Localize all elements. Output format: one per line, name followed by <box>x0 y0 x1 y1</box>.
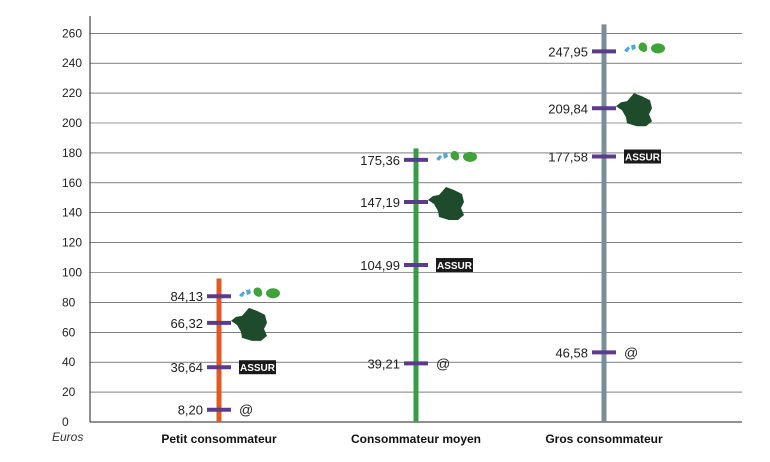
island-shape <box>624 46 630 53</box>
data-label: 147,19 <box>360 195 400 210</box>
data-label: 84,13 <box>170 289 203 304</box>
y-tick-label: 180 <box>62 146 82 160</box>
dom-islands-icon <box>239 287 280 299</box>
assur-badge-text: ASSUR <box>240 363 276 374</box>
y-tick-label: 240 <box>62 56 82 70</box>
assur-badge-text: ASSUR <box>625 153 661 164</box>
category-column: Consommateur moyen 175,36 147,19 104,99 ASSU… <box>351 148 481 446</box>
island-shape <box>463 151 477 162</box>
france-map-icon <box>616 93 652 127</box>
y-tick-label: 0 <box>62 415 69 429</box>
dom-islands-icon <box>624 42 665 54</box>
assur-badge-bg <box>239 360 276 375</box>
y-tick-label: 140 <box>62 206 82 220</box>
island-shape <box>239 291 245 298</box>
category-column: Petit consommateur 84,13 66,32 36,64 ASSUR 8,… <box>161 278 280 446</box>
dom-islands-icon <box>436 151 477 162</box>
france-shape <box>231 307 267 341</box>
y-tick-label: 40 <box>62 355 76 369</box>
france-map-icon <box>231 307 267 341</box>
y-tick-label: 60 <box>62 325 76 339</box>
data-label: 39,21 <box>367 356 400 371</box>
data-label: 175,36 <box>360 153 400 168</box>
y-tick-label: 260 <box>62 26 82 40</box>
y-tick-label: 20 <box>62 385 76 399</box>
at-icon: @ <box>239 402 253 418</box>
y-tick-label: 120 <box>62 236 82 250</box>
y-tick-label: 200 <box>62 116 82 130</box>
france-map-icon <box>428 186 464 220</box>
island-shape <box>266 288 280 299</box>
island-shape <box>436 154 442 161</box>
y-tick-label: 80 <box>62 295 76 309</box>
data-label: 209,84 <box>548 101 588 116</box>
at-icon: @ <box>436 355 450 371</box>
x-category-label: Petit consommateur <box>161 432 277 446</box>
data-label: 46,58 <box>555 345 588 360</box>
island-shape <box>638 42 648 52</box>
y-unit-label: Euros <box>52 430 83 444</box>
data-label: 8,20 <box>178 403 203 418</box>
france-shape <box>616 93 652 127</box>
island-shape <box>253 287 263 297</box>
france-shape <box>428 186 464 220</box>
assur-badge-bg <box>436 258 473 273</box>
y-tick-label: 100 <box>62 266 82 280</box>
y-tick-label: 160 <box>62 176 82 190</box>
assur-badge-text: ASSUR <box>437 261 473 272</box>
assur-badge: ASSUR <box>624 149 661 164</box>
data-label: 247,95 <box>548 44 588 59</box>
data-label: 66,32 <box>170 316 203 331</box>
island-shape <box>651 43 665 54</box>
data-label: 36,64 <box>170 360 203 375</box>
data-label: 104,99 <box>360 258 400 273</box>
assur-badge: ASSUR <box>436 258 473 273</box>
island-shape <box>450 151 460 161</box>
island-shape <box>443 152 448 159</box>
island-shape <box>631 44 636 51</box>
data-label: 177,58 <box>548 150 588 165</box>
at-icon: @ <box>624 344 638 360</box>
x-category-label: Consommateur moyen <box>351 432 481 446</box>
island-shape <box>246 289 251 296</box>
category-column: Gros consommateur 247,95 209,84 177,58 ASSUR… <box>545 24 665 446</box>
x-category-label: Gros consommateur <box>545 432 663 446</box>
y-tick-label: 220 <box>62 86 82 100</box>
y-axis-ticks: 0 20 40 60 80 100 120 140 160 180 200 220 240 260 <box>62 26 82 429</box>
assur-badge-bg <box>624 149 661 164</box>
assur-badge: ASSUR <box>239 360 276 375</box>
